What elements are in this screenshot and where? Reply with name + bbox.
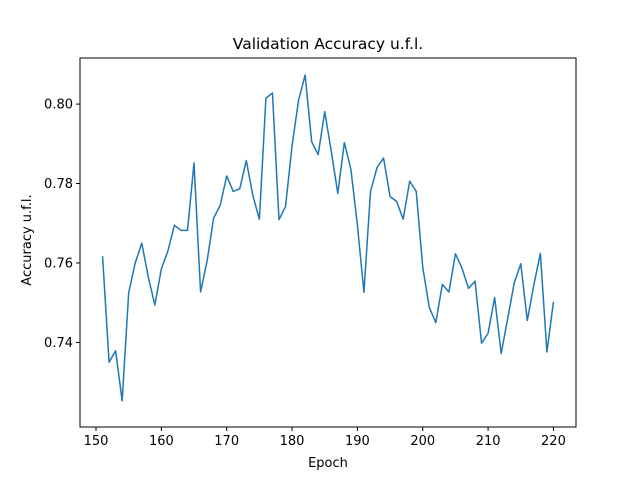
data-point [415,190,417,192]
data-point [369,191,371,193]
data-point [186,229,188,231]
data-point [552,301,554,303]
data-point [310,141,312,143]
data-point [284,205,286,207]
data-point [461,267,463,269]
data-point [173,224,175,226]
data-point [245,159,247,161]
data-point [402,218,404,220]
ticks-layer: 150 160 170 180 190 200 210 220 0.74 0.76 0.78 0.80 [44,98,566,449]
data-point [546,351,548,353]
data-point [199,291,201,293]
data-point [304,74,306,76]
x-tick-label: 180 [280,434,305,449]
data-point [493,296,495,298]
data-point [330,150,332,152]
data-point [324,110,326,112]
data-point [147,276,149,278]
data-point [134,262,136,264]
data-point [180,229,182,231]
data-point [252,194,254,196]
data-point [520,263,522,265]
data-point [114,350,116,352]
data-point [297,99,299,101]
data-point [232,190,234,192]
data-point [239,187,241,189]
data-point [154,304,156,306]
x-tick-label: 170 [214,434,239,449]
data-point [526,319,528,321]
x-axis-label: Epoch [308,456,348,471]
x-tick-label: 190 [345,434,370,449]
x-tick-label: 160 [149,434,174,449]
data-point [108,361,110,363]
data-point [291,145,293,147]
data-point [212,217,214,219]
y-axis-label: Accuracy u.f.l. [20,194,35,285]
data-point [480,342,482,344]
y-tick-label: 0.76 [44,256,73,271]
data-point [127,292,129,294]
plot-area-frame [79,57,577,428]
data-point [454,253,456,255]
data-point [350,168,352,170]
data-point [533,284,535,286]
chart-title: Validation Accuracy u.f.l. [233,35,423,53]
data-point [500,352,502,354]
data-point [382,157,384,159]
data-point [337,192,339,194]
data-point [539,252,541,254]
data-point [206,260,208,262]
data-point [121,400,123,402]
data-point [507,317,509,319]
data-point [389,195,391,197]
data-point [435,321,437,323]
data-point [448,291,450,293]
x-tick-label: 220 [541,434,566,449]
data-point [265,97,267,99]
data-point [219,204,221,206]
data-point [513,282,515,284]
data-point [271,92,273,94]
data-point [363,291,365,293]
data-point [278,218,280,220]
x-tick-label: 210 [476,434,501,449]
accuracy-series-line [101,74,555,402]
data-point [317,153,319,155]
x-tick-label: 150 [84,434,109,449]
data-point [167,250,169,252]
data-point [422,266,424,268]
data-point [258,218,260,220]
data-point [441,283,443,285]
data-point [226,175,228,177]
series-layer [101,74,555,402]
data-point [193,162,195,164]
data-point [395,200,397,202]
data-point [376,166,378,168]
data-point [467,287,469,289]
data-point [101,255,103,257]
data-point [160,268,162,270]
y-tick-label: 0.80 [44,98,73,113]
y-tick-label: 0.74 [44,336,73,351]
x-tick-label: 200 [410,434,435,449]
data-point [356,224,358,226]
data-point [474,280,476,282]
data-point [343,141,345,143]
data-point [487,332,489,334]
data-point [428,306,430,308]
y-tick-label: 0.78 [44,177,73,192]
data-point [141,242,143,244]
data-point [408,180,410,182]
